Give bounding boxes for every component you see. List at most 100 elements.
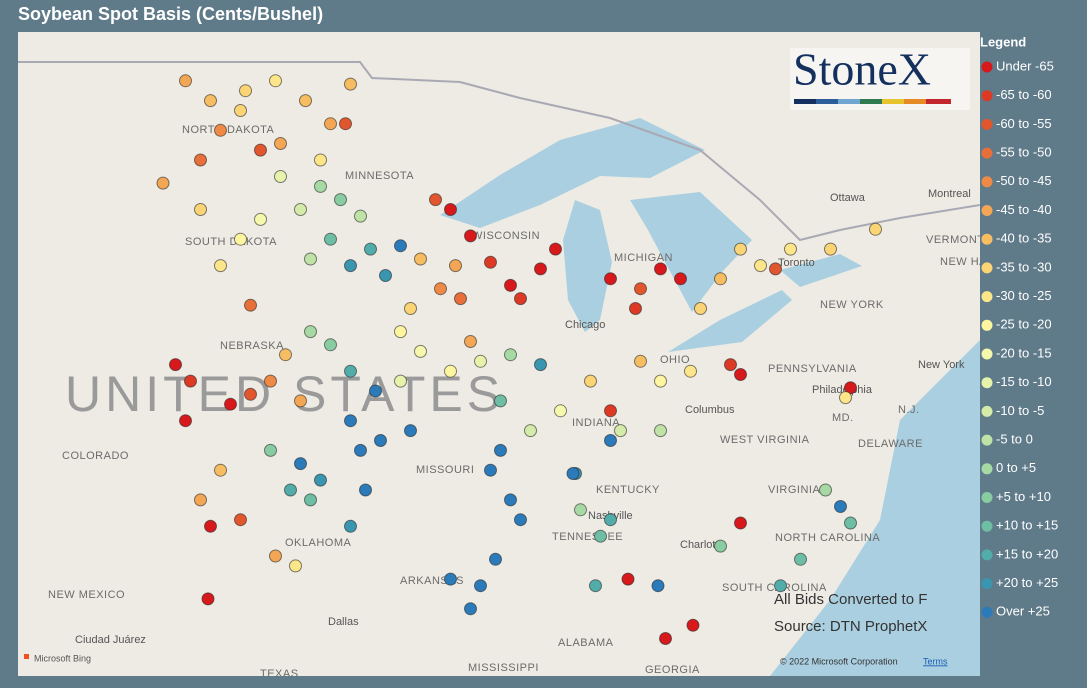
basis-point <box>604 513 617 527</box>
basis-point <box>594 529 607 543</box>
legend-swatch <box>981 61 993 73</box>
basis-point <box>254 212 267 226</box>
basis-point <box>234 104 247 117</box>
legend-label: -50 to -45 <box>996 173 1052 188</box>
basis-point <box>299 94 312 108</box>
basis-point <box>194 493 207 507</box>
basis-point <box>484 255 497 269</box>
map-label: NEW MEXICO <box>48 589 125 601</box>
city-label: Ciudad Juárez <box>75 634 146 646</box>
map-label: MD. <box>832 412 854 424</box>
city-label: Toronto <box>778 257 815 269</box>
bing-label: Microsoft Bing <box>34 653 91 663</box>
logo-stripe <box>882 99 904 104</box>
legend-swatch <box>981 606 993 618</box>
basis-point <box>284 483 297 497</box>
basis-point <box>289 559 302 573</box>
basis-point <box>344 519 357 533</box>
city-label: Columbus <box>685 404 735 416</box>
basis-point <box>394 374 407 388</box>
basis-point <box>824 242 837 256</box>
basis-point <box>239 84 252 98</box>
city-label: Ottawa <box>830 192 866 204</box>
legend-swatch <box>981 319 993 331</box>
basis-point <box>294 394 307 408</box>
legend-label: -60 to -55 <box>996 116 1052 131</box>
basis-point <box>504 493 517 507</box>
basis-point <box>589 579 602 593</box>
copyright: © 2022 Microsoft Corporation <box>780 656 898 666</box>
lake <box>780 254 862 287</box>
basis-point <box>354 443 367 457</box>
legend-swatch <box>981 434 993 446</box>
basis-point <box>434 282 447 296</box>
map-label: OKLAHOMA <box>285 537 352 549</box>
basis-point <box>324 338 337 352</box>
legend-label: -40 to -35 <box>996 231 1052 246</box>
legend-swatch <box>981 348 993 360</box>
basis-point <box>454 292 467 306</box>
basis-point <box>304 325 317 339</box>
logo-stripe <box>794 99 816 104</box>
basis-point <box>464 602 477 616</box>
basis-point <box>344 364 357 378</box>
basis-point <box>404 302 417 315</box>
basis-point <box>204 519 217 533</box>
legend-label: -35 to -30 <box>996 259 1052 274</box>
basis-point <box>794 552 807 566</box>
basis-point <box>444 572 457 586</box>
basis-point <box>604 272 617 286</box>
logo-stripe <box>860 99 882 104</box>
basis-point <box>404 424 417 438</box>
legend-swatch <box>981 549 993 561</box>
legend-label: -5 to 0 <box>996 432 1033 447</box>
basis-point <box>464 335 477 348</box>
basis-point <box>274 170 287 183</box>
basis-point <box>194 203 207 216</box>
basis-point <box>414 344 427 358</box>
map-label: MISSISSIPPI <box>468 662 539 674</box>
map-label: WEST VIRGINIA <box>720 434 810 446</box>
basis-point <box>514 292 527 306</box>
basis-point <box>264 443 277 457</box>
basis-point <box>464 229 477 243</box>
legend-swatch <box>981 520 993 532</box>
legend-title: Legend <box>980 34 1026 49</box>
basis-point <box>374 434 387 447</box>
legend-label: -45 to -40 <box>996 202 1052 217</box>
map-label: GEORGIA <box>645 664 700 676</box>
basis-point <box>314 153 327 167</box>
basis-point <box>534 358 547 372</box>
basis-point <box>684 364 697 378</box>
basis-point <box>156 176 170 190</box>
ocean <box>770 340 980 676</box>
basis-point <box>394 325 407 339</box>
legend-label: +15 to +20 <box>996 546 1058 561</box>
basis-point <box>834 500 847 513</box>
basis-point <box>304 493 317 507</box>
basis-point <box>324 232 337 246</box>
map-label: MICHIGAN <box>614 252 673 264</box>
legend-swatch <box>981 233 993 245</box>
map-label: PENNSYLVANIA <box>768 363 857 375</box>
map-label: WISCONSIN <box>472 230 540 242</box>
lake <box>668 290 792 352</box>
basis-point <box>169 358 182 372</box>
map-label: NEBRASKA <box>220 340 284 352</box>
legend-label: -65 to -60 <box>996 87 1052 102</box>
map-label: SOUTH CAROLINA <box>722 582 827 594</box>
legend-label: -10 to -5 <box>996 403 1044 418</box>
basis-point <box>354 209 367 223</box>
basis-point <box>364 242 377 256</box>
legend-swatch <box>981 205 993 216</box>
map-label: TEXAS <box>260 668 299 680</box>
basis-point <box>274 137 287 150</box>
basis-point <box>334 193 347 207</box>
map-label: VERMONT <box>926 234 985 246</box>
basis-point <box>201 592 215 606</box>
basis-point <box>314 179 327 193</box>
legend-label: +20 to +25 <box>996 575 1058 590</box>
basis-point <box>324 117 337 131</box>
terms-link[interactable]: Terms <box>923 656 948 666</box>
basis-point <box>819 483 832 497</box>
